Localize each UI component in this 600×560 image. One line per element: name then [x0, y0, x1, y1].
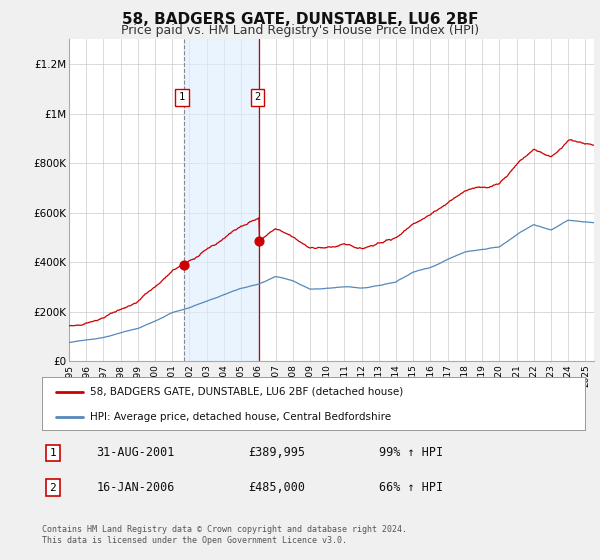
Text: £389,995: £389,995	[248, 446, 305, 459]
Bar	[184, 39, 259, 361]
Text: 66% ↑ HPI: 66% ↑ HPI	[379, 481, 443, 494]
Text: Price paid vs. HM Land Registry's House Price Index (HPI): Price paid vs. HM Land Registry's House …	[121, 24, 479, 37]
Text: Contains HM Land Registry data © Crown copyright and database right 2024.
This d: Contains HM Land Registry data © Crown c…	[42, 525, 407, 545]
Text: 58, BADGERS GATE, DUNSTABLE, LU6 2BF (detached house): 58, BADGERS GATE, DUNSTABLE, LU6 2BF (de…	[90, 387, 403, 397]
Text: 99% ↑ HPI: 99% ↑ HPI	[379, 446, 443, 459]
Bar	[580, 39, 594, 361]
Text: 58, BADGERS GATE, DUNSTABLE, LU6 2BF: 58, BADGERS GATE, DUNSTABLE, LU6 2BF	[122, 12, 478, 27]
Text: 1: 1	[179, 92, 185, 102]
Text: 31-AUG-2001: 31-AUG-2001	[97, 446, 175, 459]
Point	[254, 236, 264, 245]
Text: 2: 2	[254, 92, 260, 102]
Text: £485,000: £485,000	[248, 481, 305, 494]
Text: 16-JAN-2006: 16-JAN-2006	[97, 481, 175, 494]
Point	[179, 260, 188, 269]
Text: 2: 2	[49, 483, 56, 493]
Text: 1: 1	[49, 448, 56, 458]
Text: HPI: Average price, detached house, Central Bedfordshire: HPI: Average price, detached house, Cent…	[90, 412, 391, 422]
